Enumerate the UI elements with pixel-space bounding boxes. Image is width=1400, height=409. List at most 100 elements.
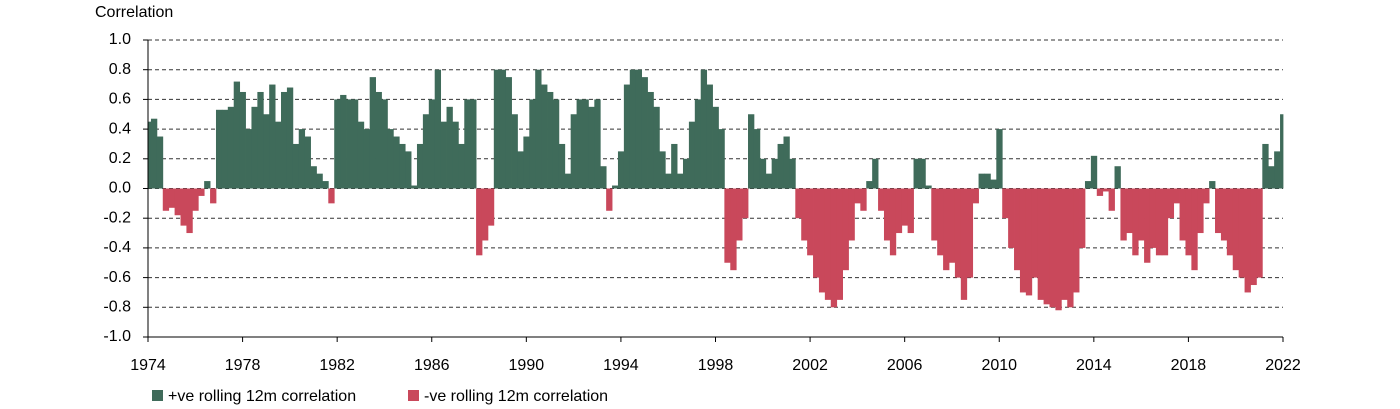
area-segment <box>889 188 897 256</box>
area-segment <box>375 91 382 189</box>
area-segment <box>653 106 660 189</box>
area-segment <box>647 91 654 189</box>
area-segment <box>381 99 388 189</box>
area-segment <box>221 109 229 189</box>
area-segment <box>1031 188 1039 278</box>
area-segment <box>1179 188 1186 241</box>
area-segment <box>547 91 554 189</box>
area-segment <box>742 188 749 219</box>
area-segment <box>771 158 778 189</box>
area-segment <box>688 121 696 189</box>
area-segment <box>150 118 158 189</box>
area-segment <box>1232 188 1240 271</box>
area-segment <box>931 188 938 241</box>
area-segment <box>943 188 950 271</box>
area-segment <box>440 121 447 189</box>
area-segment <box>286 87 294 189</box>
area-segment <box>334 99 341 189</box>
area-segment <box>629 69 637 189</box>
area-segment <box>281 91 288 189</box>
x-tick-label: 1998 <box>698 357 734 374</box>
area-segment <box>570 114 577 189</box>
area-segment <box>960 188 968 300</box>
x-tick-label: 2002 <box>792 357 828 374</box>
area-segment <box>405 151 412 189</box>
area-segment <box>777 143 784 189</box>
y-tick-label: 0.0 <box>109 180 131 197</box>
area-segment <box>895 188 903 234</box>
x-tick-label: 1978 <box>225 357 261 374</box>
area-segment <box>340 94 347 189</box>
area-segment <box>233 81 241 189</box>
area-segment <box>937 188 944 256</box>
area-segment <box>824 188 832 300</box>
area-segment <box>901 188 909 226</box>
x-tick-label: 2006 <box>887 357 923 374</box>
area-segment <box>801 188 808 241</box>
x-tick-label: 1982 <box>319 357 355 374</box>
area-segment <box>434 69 442 189</box>
area-segment <box>1256 188 1263 278</box>
area-segment <box>765 173 773 189</box>
area-segment <box>239 91 246 189</box>
area-segment <box>872 158 879 189</box>
area-segment <box>807 188 814 256</box>
y-tick-label: -0.8 <box>103 299 131 316</box>
area-segment <box>617 151 625 189</box>
area-segment <box>251 106 258 189</box>
area-segment <box>198 188 205 196</box>
area-segment <box>1043 188 1050 305</box>
area-segment <box>860 188 867 211</box>
area-segment <box>464 99 471 189</box>
x-tick-label: 2022 <box>1265 357 1301 374</box>
area-segment <box>411 185 418 189</box>
area-segment <box>659 151 666 189</box>
area-segment <box>1132 188 1139 256</box>
area-segment <box>1144 188 1151 263</box>
area-segment <box>180 188 187 226</box>
area-segment <box>1084 181 1092 189</box>
area-segment <box>1025 188 1033 296</box>
area-segment <box>493 69 501 189</box>
x-tick-label: 2014 <box>1076 357 1112 374</box>
area-segment <box>671 143 678 189</box>
area-segment <box>558 143 566 189</box>
area-segment <box>541 84 548 189</box>
area-segment <box>1079 188 1086 248</box>
area-segment <box>529 99 536 189</box>
area-segment <box>393 136 400 189</box>
area-segment <box>1173 188 1180 204</box>
area-segment <box>836 188 843 300</box>
area-segment <box>1002 188 1009 219</box>
area-segment <box>1049 188 1056 308</box>
area-segment <box>1220 188 1228 241</box>
y-tick-label: 1.0 <box>109 31 131 48</box>
area-segment <box>1108 188 1115 211</box>
area-segment <box>346 99 353 189</box>
area-segment <box>1008 188 1015 248</box>
area-segment <box>759 158 767 189</box>
area-segment <box>351 99 359 189</box>
area-segment <box>919 158 926 189</box>
area-segment <box>682 158 690 189</box>
y-tick-label: -0.4 <box>103 239 131 256</box>
area-segment <box>842 188 849 271</box>
area-segment <box>665 173 672 189</box>
area-segment <box>1203 188 1210 204</box>
area-segment <box>298 129 306 189</box>
area-segment <box>984 173 991 189</box>
area-segment <box>269 84 276 189</box>
area-segment <box>310 166 317 189</box>
area-segment <box>1120 188 1127 241</box>
area-segment <box>1209 181 1216 189</box>
x-tick-label: 1974 <box>130 357 166 374</box>
legend-label: +ve rolling 12m correlation <box>168 388 356 405</box>
y-tick-label: -0.6 <box>103 269 131 286</box>
area-segment <box>718 129 725 189</box>
area-segment <box>724 188 731 263</box>
area-segment <box>966 188 974 278</box>
y-tick-label: 0.2 <box>109 150 131 167</box>
area-segment <box>878 188 885 211</box>
area-segment <box>210 188 217 204</box>
